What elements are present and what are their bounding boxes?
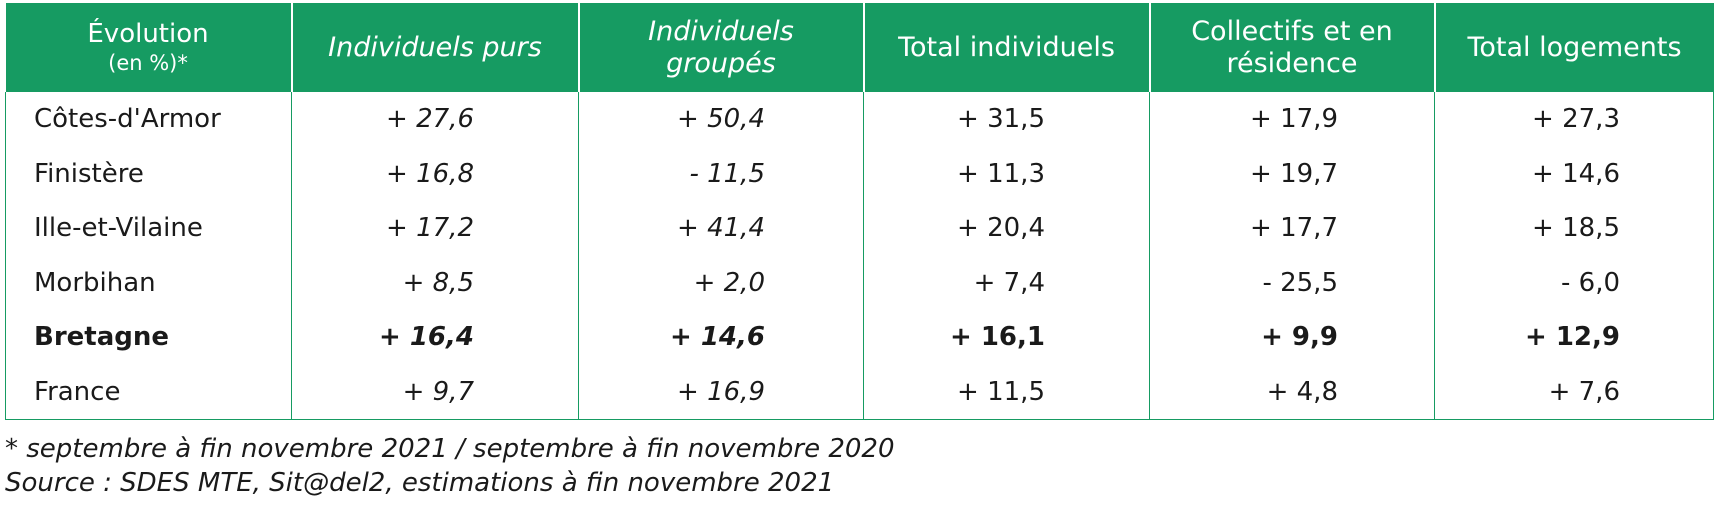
cell-total-logements: + 27,3 [1434,92,1714,147]
header-collectifs: Collectifs et en résidence [1149,3,1436,92]
header-total-logements: Total logements [1434,3,1714,92]
table-row-total-region: Bretagne + 16,4 + 14,6 + 16,1 + 9,9 + 12… [5,310,1714,365]
table-row: Morbihan + 8,5 + 2,0 + 7,4 - 25,5 - 6,0 [5,255,1714,310]
cell-individuels-groupes: + 2,0 [578,255,864,310]
cell-total-individuels: + 11,5 [863,364,1150,420]
row-name: France [5,364,292,420]
cell-collectifs: - 25,5 [1149,255,1435,310]
cell-collectifs: + 17,9 [1149,92,1435,147]
cell-total-individuels: + 11,3 [863,146,1150,201]
cell-individuels-groupes: + 14,6 [578,310,864,365]
cell-total-individuels: + 20,4 [863,201,1150,256]
header-individuels-purs: Individuels purs [291,3,580,92]
header-evolution-unit: (en %)* [108,50,188,75]
cell-total-logements: + 18,5 [1434,201,1714,256]
table-row: Côtes-d'Armor + 27,6 + 50,4 + 31,5 + 17,… [5,92,1714,147]
table-row: Ille-et-Vilaine + 17,2 + 41,4 + 20,4 + 1… [5,201,1714,256]
header-row: Évolution (en %)* Individuels purs Indiv… [5,3,1714,92]
header-individuels-groupes-line2: groupés [666,47,776,79]
cell-individuels-purs: + 8,5 [291,255,579,310]
footnote: * septembre à fin novembre 2021 / septem… [5,434,895,464]
source-note: Source : SDES MTE, Sit@del2, estimations… [5,468,835,498]
row-name: Morbihan [5,255,292,310]
cell-individuels-groupes: + 16,9 [578,364,864,420]
cell-individuels-purs: + 17,2 [291,201,579,256]
header-individuels-groupes-line1: Individuels [648,15,794,47]
header-collectifs-line2: résidence [1226,47,1358,79]
header-evolution: Évolution (en %)* [5,3,293,92]
header-total-individuels: Total individuels [863,3,1151,92]
cell-total-logements: + 7,6 [1434,364,1714,420]
row-name: Bretagne [5,310,292,365]
cell-collectifs: + 19,7 [1149,146,1435,201]
cell-individuels-groupes: - 11,5 [578,146,864,201]
row-name: Ille-et-Vilaine [5,201,292,256]
row-name: Côtes-d'Armor [5,92,292,147]
table-notes: * septembre à fin novembre 2021 / septem… [5,432,895,500]
cell-individuels-groupes: + 41,4 [578,201,864,256]
cell-total-logements: + 12,9 [1434,310,1714,365]
header-individuels-groupes: Individuels groupés [578,3,865,92]
housing-evolution-table: Évolution (en %)* Individuels purs Indiv… [5,3,1714,420]
table-row: Finistère + 16,8 - 11,5 + 11,3 + 19,7 + … [5,146,1714,201]
cell-collectifs: + 4,8 [1149,364,1435,420]
table-body: Côtes-d'Armor + 27,6 + 50,4 + 31,5 + 17,… [5,92,1714,420]
cell-total-individuels: + 16,1 [863,310,1150,365]
table-row: France + 9,7 + 16,9 + 11,5 + 4,8 + 7,6 [5,364,1714,420]
cell-individuels-purs: + 16,4 [291,310,579,365]
cell-total-individuels: + 31,5 [863,92,1150,147]
cell-collectifs: + 17,7 [1149,201,1435,256]
cell-individuels-purs: + 9,7 [291,364,579,420]
header-collectifs-line1: Collectifs et en [1191,15,1393,47]
cell-individuels-purs: + 16,8 [291,146,579,201]
row-name: Finistère [5,146,292,201]
cell-total-logements: + 14,6 [1434,146,1714,201]
cell-individuels-purs: + 27,6 [291,92,579,147]
header-evolution-title: Évolution [87,18,209,49]
cell-total-individuels: + 7,4 [863,255,1150,310]
cell-total-logements: - 6,0 [1434,255,1714,310]
table-header: Évolution (en %)* Individuels purs Indiv… [5,3,1714,92]
cell-collectifs: + 9,9 [1149,310,1435,365]
cell-individuels-groupes: + 50,4 [578,92,864,147]
